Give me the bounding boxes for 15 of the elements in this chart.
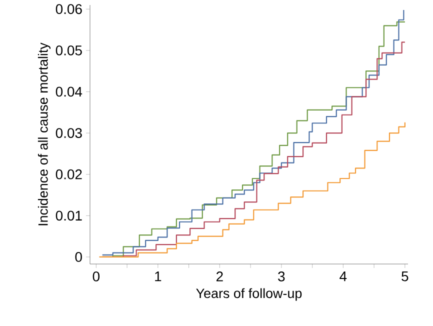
x-tick-label: 2 [216,272,223,282]
y-tick-label: 0.02 [56,169,82,180]
y-tick-label: 0.03 [56,128,82,138]
x-tick-label: 4 [340,272,347,282]
x-tick-label: 0 [92,272,100,282]
y-tick-label: 0 [75,252,82,262]
x-tick-label: 5 [402,272,408,282]
y-tick-label: 0.05 [56,45,82,56]
y-tick-label: 0.01 [56,210,82,221]
y-tick-label: 0.06 [56,4,82,14]
y-axis-title: Incidence of all cause mortality [38,42,50,226]
x-tick-label: 3 [278,272,285,282]
x-tick-label: 1 [155,272,162,282]
x-axis-title: Years of follow-up [196,288,302,301]
y-tick-label: 0.04 [56,86,82,97]
